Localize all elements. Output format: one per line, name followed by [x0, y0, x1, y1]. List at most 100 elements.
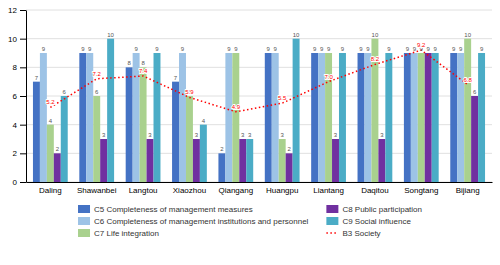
- legend-item: C6 Completeness of management institutio…: [78, 217, 309, 226]
- data-label: 3: [241, 132, 245, 138]
- grid-line: [26, 38, 492, 39]
- bar: [225, 53, 232, 182]
- x-tick-label: Xiaozhou: [173, 186, 206, 195]
- data-label: 3: [248, 132, 252, 138]
- y-tick-mark: [20, 153, 26, 154]
- data-label: 9: [341, 46, 345, 52]
- data-label: 3: [281, 132, 285, 138]
- bar: [464, 39, 471, 182]
- data-label: 10: [372, 32, 379, 38]
- legend-item: C7 Life integration: [78, 229, 159, 238]
- bar: [478, 53, 485, 182]
- data-label: 4: [49, 118, 53, 124]
- y-tick-mark: [20, 125, 26, 126]
- line-data-label: 7.2: [93, 71, 102, 77]
- bar: [318, 53, 325, 182]
- y-axis-line: [26, 11, 27, 183]
- x-tick-label: Qiangang: [218, 186, 253, 195]
- data-label: 9: [274, 46, 278, 52]
- data-label: 2: [220, 146, 224, 152]
- line-data-label: 5.2: [46, 99, 55, 105]
- bar: [265, 53, 272, 182]
- y-tick: 6: [13, 92, 26, 101]
- bar: [79, 53, 86, 182]
- bar-series: [47, 39, 471, 182]
- data-label: 9: [155, 46, 159, 52]
- y-tick-label: 2: [13, 149, 18, 158]
- legend-swatch: [326, 232, 338, 234]
- grid-line: [26, 10, 492, 11]
- x-tick: Qiangang: [218, 186, 253, 195]
- chart: 024681012DalingShawanbeiLangtouXiaozhouQ…: [0, 0, 500, 265]
- data-label: 9: [320, 46, 324, 52]
- grid: [26, 10, 492, 182]
- bar: [432, 53, 439, 182]
- bar-series: [61, 39, 485, 182]
- bar: [425, 53, 432, 182]
- bar: [311, 53, 318, 182]
- bar: [186, 96, 193, 182]
- x-tick-label: Songtang: [404, 186, 438, 195]
- bar: [154, 53, 161, 182]
- data-label: 9: [413, 46, 417, 52]
- bar: [54, 153, 61, 182]
- data-label: 3: [102, 132, 106, 138]
- data-label: 9: [267, 46, 271, 52]
- bar: [339, 53, 346, 182]
- bar: [100, 139, 107, 182]
- bar: [147, 139, 154, 182]
- x-tick: Songtang: [404, 186, 438, 195]
- data-label: 7: [174, 75, 178, 81]
- data-label: 3: [380, 132, 384, 138]
- line-data-label: 9.2: [417, 42, 426, 48]
- y-tick-label: 4: [13, 121, 18, 130]
- bar-series: [54, 53, 478, 182]
- bar: [279, 139, 286, 182]
- y-tick: 2: [13, 149, 26, 158]
- legend-label: B3 Society: [342, 229, 380, 238]
- line-data-label: 8.2: [371, 56, 380, 62]
- bar: [218, 153, 225, 182]
- bar: [61, 96, 68, 182]
- data-label: 9: [134, 46, 138, 52]
- x-tick: Xiaozhou: [173, 186, 206, 195]
- data-label: 9: [313, 46, 317, 52]
- y-tick-mark: [20, 39, 26, 40]
- y-tick-mark: [20, 182, 26, 183]
- legend-item: B3 Society: [326, 229, 380, 238]
- line-data-label: 6.8: [463, 77, 472, 83]
- legend-swatch: [326, 205, 338, 213]
- x-tick: Shawanbei: [77, 186, 117, 195]
- data-label: 10: [107, 32, 114, 38]
- legend-swatch: [78, 229, 90, 237]
- y-tick: 0: [13, 178, 26, 187]
- y-tick: 12: [8, 6, 26, 15]
- data-label: 8: [127, 60, 131, 66]
- bar: [40, 53, 47, 182]
- legend-item: C8 Public participation: [326, 205, 422, 214]
- y-tick-label: 8: [13, 63, 18, 72]
- plot-marks: [33, 39, 485, 182]
- bar: [418, 53, 425, 182]
- bar: [33, 82, 40, 182]
- y-tick-mark: [20, 96, 26, 97]
- x-tick-label: Daling: [39, 186, 62, 195]
- bar: [293, 39, 300, 182]
- data-label: 3: [195, 132, 199, 138]
- legend-item: C9 Social influence: [326, 217, 411, 226]
- y-tick-label: 12: [8, 6, 17, 15]
- data-label: 10: [464, 32, 471, 38]
- x-axis: DalingShawanbeiLangtouXiaozhouQiangangHu…: [27, 183, 493, 195]
- bar: [385, 53, 392, 182]
- bar: [239, 139, 246, 182]
- legend-swatch: [78, 205, 90, 213]
- bar: [179, 53, 186, 182]
- data-label: 9: [387, 46, 391, 52]
- line-data-label: 5.9: [185, 89, 194, 95]
- y-tick: 10: [8, 35, 26, 44]
- data-label: 9: [234, 46, 238, 52]
- data-labels: 7987299999999999999946869391091023333233…: [35, 32, 484, 153]
- data-label: 9: [227, 46, 231, 52]
- bar: [126, 67, 133, 182]
- y-tick-label: 6: [13, 92, 18, 101]
